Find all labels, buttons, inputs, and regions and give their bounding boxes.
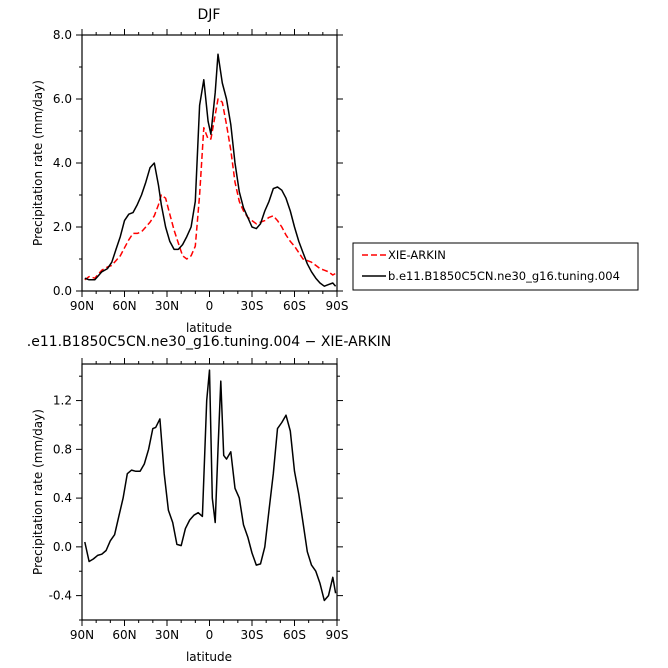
bottom-y-axis-label: Precipitation rate (mm/day)	[31, 409, 45, 575]
top-series-line-1	[84, 53, 337, 287]
top-y-axis-label: Precipitation rate (mm/day)	[31, 80, 45, 246]
top-plot-frame	[81, 34, 338, 292]
bottom-x-tick-label: 60N	[112, 628, 136, 642]
top-panel: DJF 90N 60N 30N 0 30S 60S 90S 0.0 2.0 4.0 6.0 8.0 l…	[31, 7, 348, 335]
top-y-tick-label: 4.0	[53, 156, 72, 170]
top-x-axis-label: latitude	[186, 321, 232, 335]
bottom-x-tick-label: 0	[206, 628, 214, 642]
top-x-tick-label: 0	[206, 299, 214, 313]
top-y-tick-label: 2.0	[53, 220, 72, 234]
top-y-tick-label: 8.0	[53, 28, 72, 42]
bottom-x-tick-label: 60S	[283, 628, 306, 642]
bottom-ticks: 90N 60N 30N 0 30S 60S 90S -0.4 0.0 0.4 0.8 1.2	[49, 358, 349, 642]
top-y-tick-label: 6.0	[53, 92, 72, 106]
top-y-tick-label: 0.0	[53, 284, 72, 298]
legend-label-model: b.e11.B1850C5CN.ne30_g16.tuning.004	[388, 269, 620, 283]
bottom-y-tick-label: 0.4	[53, 491, 72, 505]
top-x-tick-label: 60S	[283, 299, 306, 313]
top-series-line-0	[84, 98, 336, 281]
bottom-x-tick-label: 30S	[241, 628, 264, 642]
bottom-y-tick-label: -0.4	[49, 589, 72, 603]
top-x-tick-label: 90S	[326, 299, 349, 313]
bottom-x-tick-label: 90S	[326, 628, 349, 642]
bottom-y-tick-label: 1.2	[53, 394, 72, 408]
top-x-tick-label: 30S	[241, 299, 264, 313]
legend-box	[352, 242, 639, 291]
top-ticks: 90N 60N 30N 0 30S 60S 90S 0.0 2.0 4.0 6.0 8.0	[53, 28, 349, 313]
legend-label-xie-arkin: XIE-ARKIN	[388, 248, 446, 262]
top-series	[84, 53, 337, 287]
bottom-series	[84, 369, 337, 602]
bottom-x-tick-label: 90N	[70, 628, 94, 642]
bottom-x-tick-label: 30N	[155, 628, 179, 642]
bottom-series-line-0	[84, 369, 337, 602]
bottom-y-tick-label: 0.0	[53, 540, 72, 554]
top-x-tick-label: 30N	[155, 299, 179, 313]
top-x-tick-label: 60N	[112, 299, 136, 313]
legend: XIE-ARKIN b.e11.B1850C5CN.ne30_g16.tunin…	[352, 242, 639, 291]
bottom-chart-title: .e11.B1850C5CN.ne30_g16.tuning.004 − XIE…	[27, 334, 391, 350]
bottom-panel: .e11.B1850C5CN.ne30_g16.tuning.004 − XIE…	[27, 334, 391, 664]
top-chart-title: DJF	[198, 7, 221, 23]
bottom-x-axis-label: latitude	[186, 650, 232, 664]
top-x-tick-label: 90N	[70, 299, 94, 313]
bottom-y-tick-label: 0.8	[53, 442, 72, 456]
